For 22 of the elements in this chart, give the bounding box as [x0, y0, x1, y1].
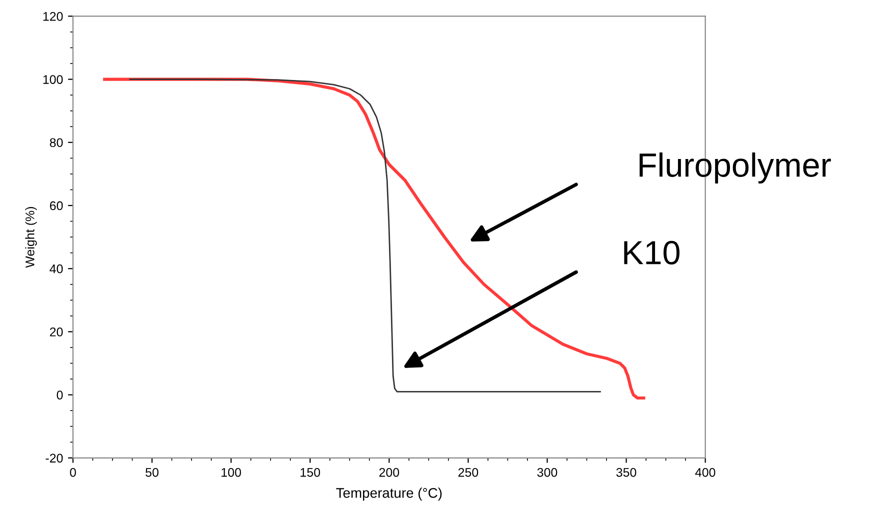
x-tick-label: 400 [695, 468, 716, 477]
y-tick-label: 60 [50, 201, 63, 210]
y-tick-label: 20 [50, 328, 63, 336]
x-tick-label: 300 [537, 468, 558, 477]
y-tick-label: 80 [50, 138, 63, 148]
y-tick-label: 100 [43, 75, 63, 84]
line-series [129, 78, 601, 392]
x-tick-label: 100 [222, 468, 242, 477]
x-tick-label: 350 [616, 468, 636, 477]
annotation: K10 [624, 240, 680, 264]
y-tick-label: 120 [43, 12, 63, 21]
y-tick-label: 0 [56, 390, 63, 400]
x-tick-label: 150 [300, 468, 320, 477]
y-axis-title: Weight (%) [25, 207, 37, 268]
x-axis-title: Temperature (°C) [336, 488, 442, 501]
x-tick-label: 0 [70, 468, 76, 477]
x-tick-label: 50 [146, 468, 158, 477]
x-tick-label: 200 [379, 468, 400, 477]
y-tick-label: -20 [46, 454, 63, 463]
annotation: Fluropolymer [640, 152, 831, 184]
x-tick-label: 250 [458, 468, 478, 477]
y-tick-label: 40 [50, 264, 63, 274]
